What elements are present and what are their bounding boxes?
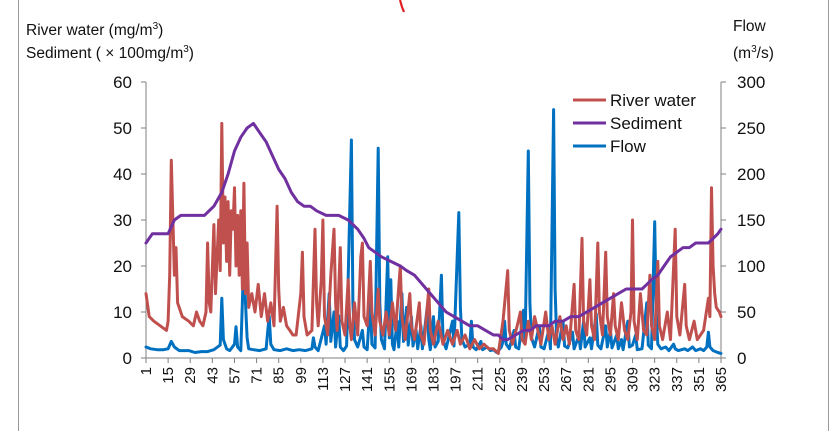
x-tick-label: 365	[713, 367, 730, 392]
legend-label-sediment: Sediment	[610, 114, 682, 133]
left-y-tick-label: 30	[113, 211, 132, 230]
x-tick-label: 295	[602, 367, 619, 392]
legend-label-river-water: River water	[610, 91, 696, 110]
x-tick-label: 309	[625, 367, 642, 392]
x-tick-label: 1	[138, 367, 155, 375]
x-tick-label: 57	[226, 367, 243, 384]
series-line-sediment	[144, 121, 723, 342]
right-y-tick-label: 100	[737, 257, 765, 276]
x-tick-label: 323	[647, 367, 664, 392]
x-tick-label: 281	[580, 367, 597, 392]
series-line-river-water	[144, 121, 723, 355]
right-y-tick-label: 250	[737, 119, 765, 138]
x-tick-label: 113	[315, 367, 332, 391]
x-tick-label: 99	[293, 367, 310, 384]
x-tick-label: 267	[558, 367, 575, 392]
x-tick-label: 197	[448, 367, 465, 392]
left-axis-label-line1: River water (mg/m3)	[26, 21, 164, 40]
frame-left-border	[18, 0, 19, 431]
x-tick-label: 85	[271, 367, 288, 384]
right-axis-label-line2: (m3/s)	[733, 44, 774, 63]
x-tick-label: 71	[249, 367, 266, 384]
x-tick-label: 43	[204, 367, 221, 384]
x-tick-label: 169	[403, 367, 420, 392]
x-tick-label: 225	[492, 367, 509, 392]
left-y-tick-label: 0	[123, 349, 132, 368]
legend-label-flow: Flow	[610, 137, 647, 156]
right-y-tick-label: 50	[737, 303, 756, 322]
red-annotation-mark	[399, 0, 405, 13]
right-y-tick-label: 150	[737, 211, 765, 230]
left-y-tick-label: 10	[113, 303, 132, 322]
x-tick-label: 183	[426, 367, 443, 392]
x-tick-label: 29	[182, 367, 199, 384]
x-tick-label: 239	[514, 367, 531, 392]
x-tick-label: 141	[359, 367, 376, 392]
right-y-tick-label: 200	[737, 165, 765, 184]
left-y-tick-label: 50	[113, 119, 132, 138]
left-y-tick-label: 60	[113, 73, 132, 92]
x-tick-label: 253	[536, 367, 553, 392]
left-y-tick-label: 40	[113, 165, 132, 184]
x-tick-label: 351	[691, 367, 708, 392]
x-tick-label: 337	[669, 367, 686, 392]
right-axis-label-line1: Flow	[733, 18, 766, 35]
left-axis-label-line2: Sediment ( × 100mg/m3)	[26, 44, 194, 63]
left-y-tick-label: 20	[113, 257, 132, 276]
right-y-tick-label: 0	[737, 349, 746, 368]
x-tick-label: 127	[337, 367, 354, 392]
right-y-tick-label: 300	[737, 73, 765, 92]
x-tick-label: 155	[381, 367, 398, 392]
frame-right-border	[828, 0, 829, 431]
x-tick-label: 211	[470, 367, 487, 391]
x-tick-label: 15	[160, 367, 177, 384]
